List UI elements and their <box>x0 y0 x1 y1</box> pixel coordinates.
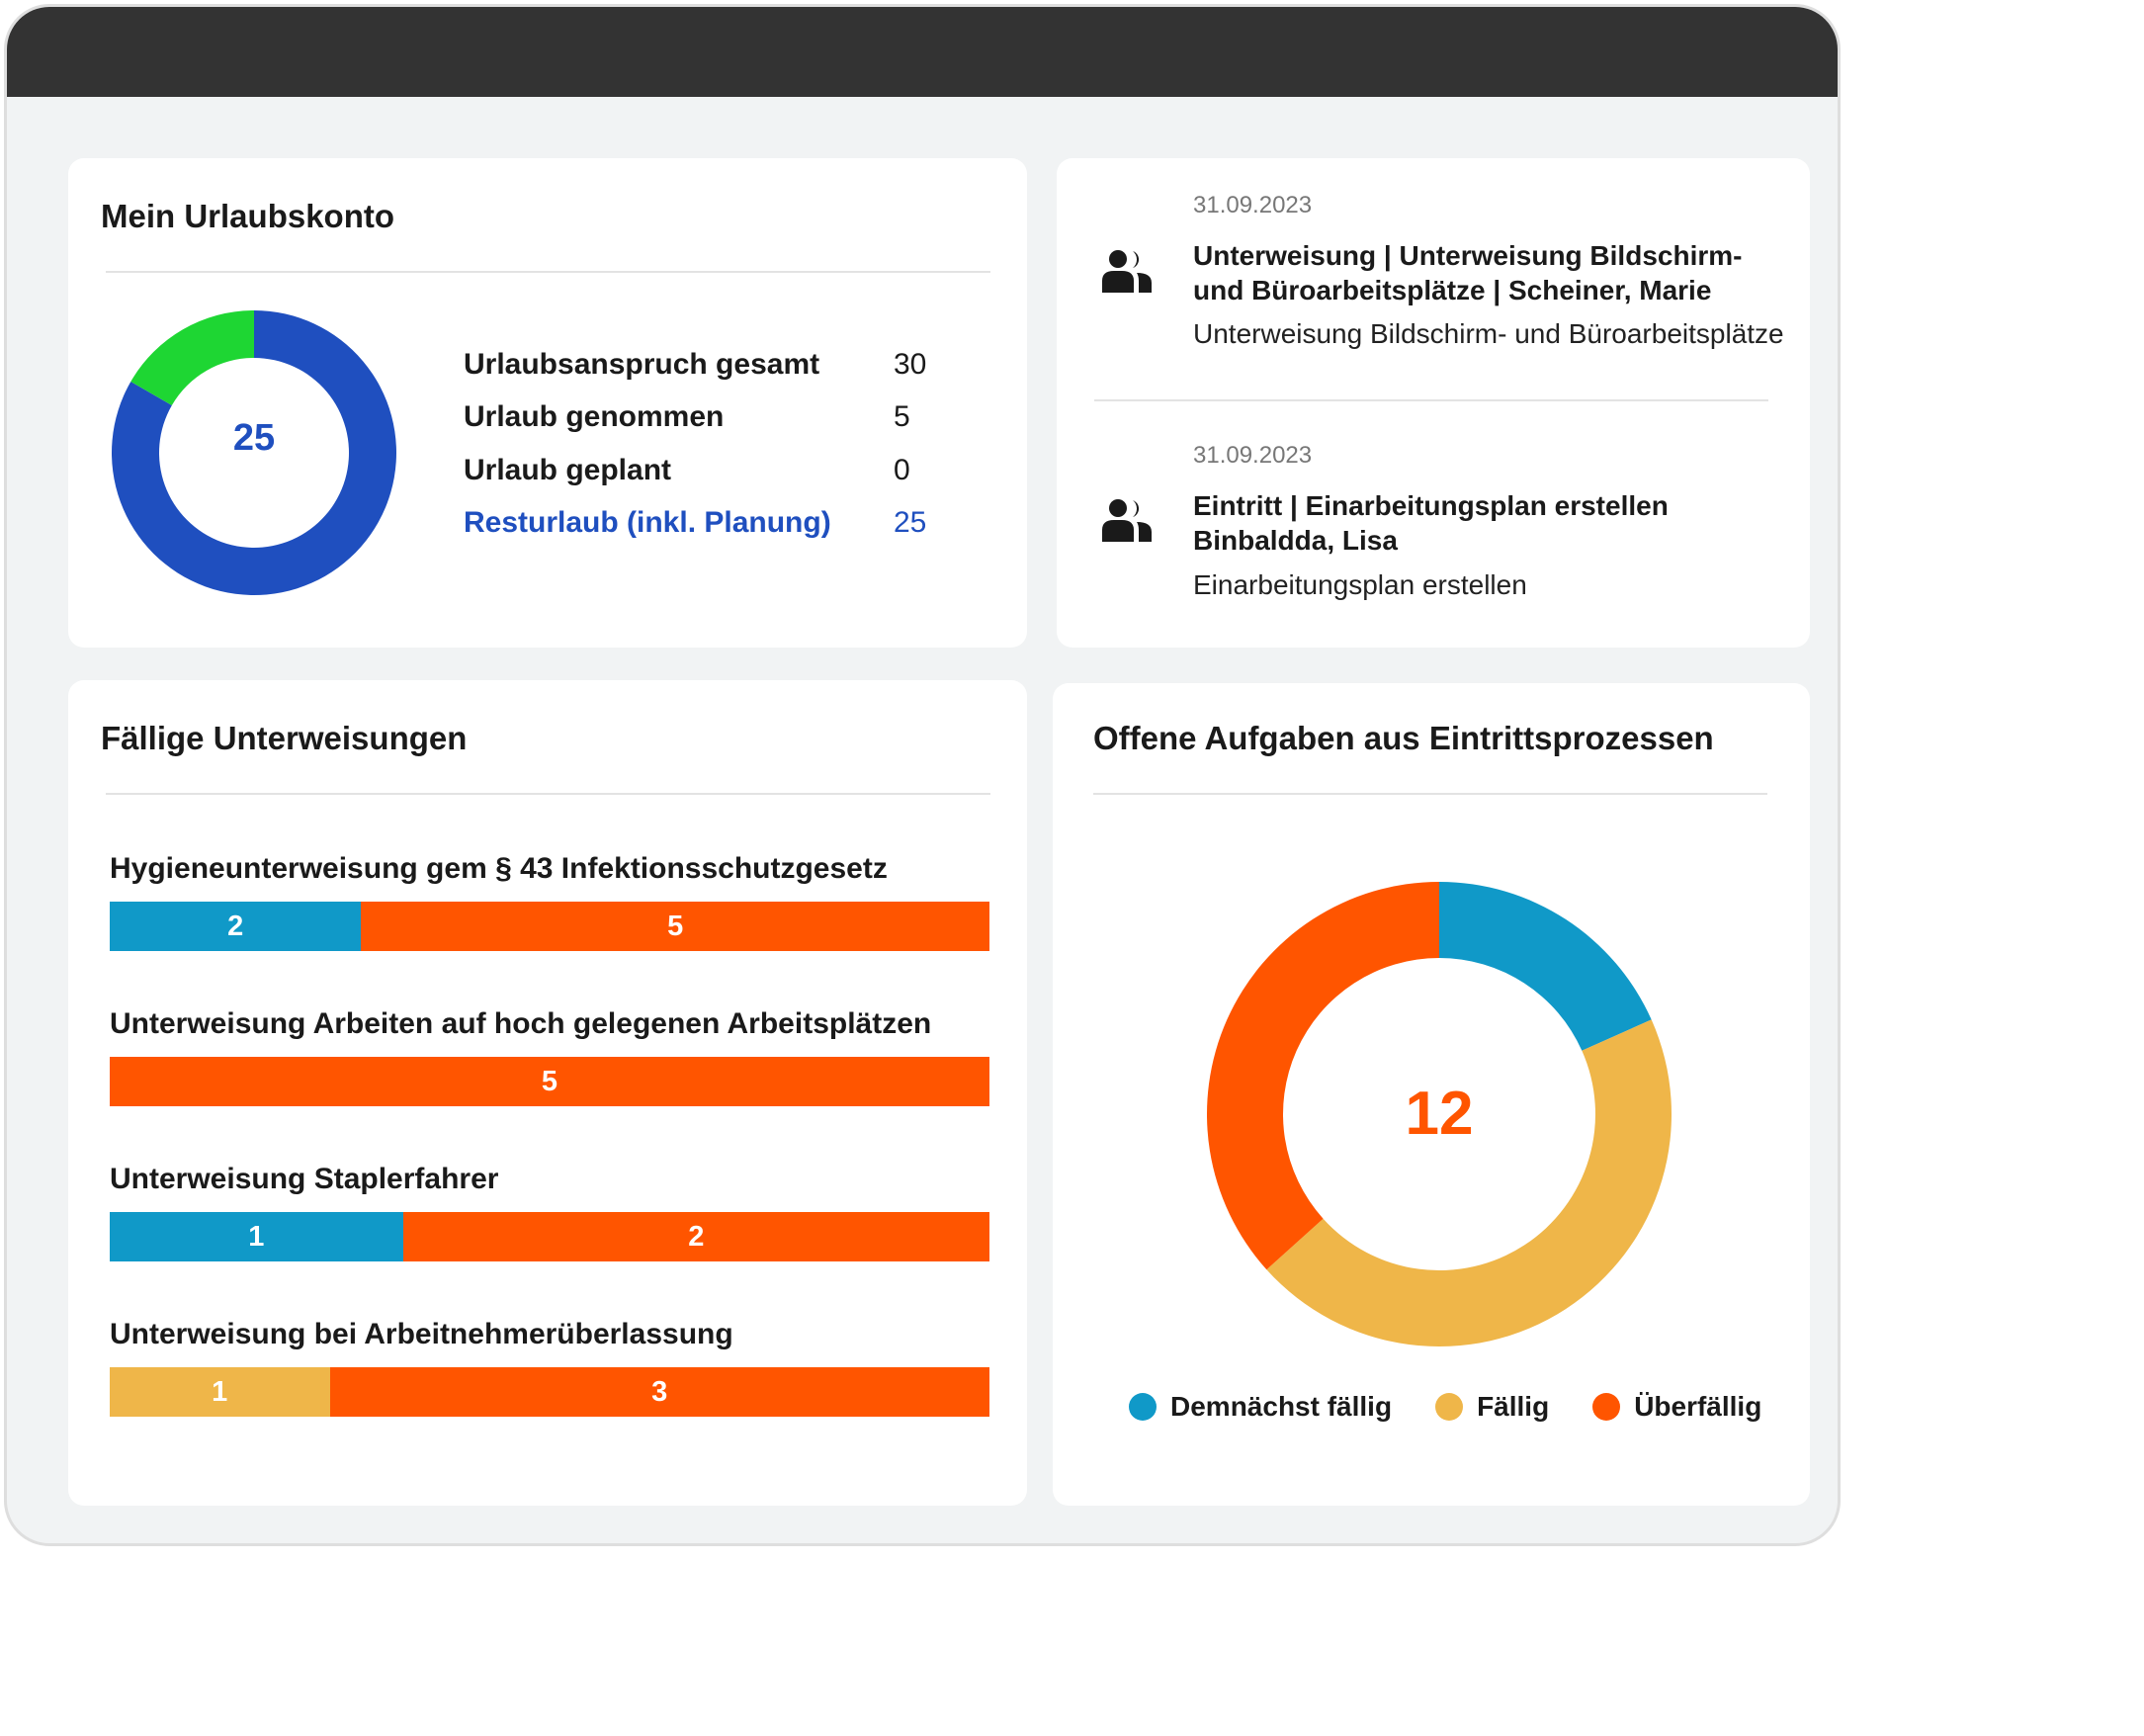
donut-slice-taken[interactable] <box>130 310 254 405</box>
legend-label: Demnächst fällig <box>1170 1391 1393 1422</box>
feed-item-date: 31.09.2023 <box>1193 442 1313 469</box>
donut-slice-soon-due[interactable] <box>1439 882 1652 1051</box>
trainings-card: Fällige Unterweisungen Hygieneunterweisu… <box>68 680 1027 1506</box>
tasks-card-divider <box>1093 793 1767 795</box>
vacation-donut-chart <box>111 310 396 595</box>
app-frame: Mein Urlaubskonto 25 Urlaubsanspruch ges… <box>4 4 1841 1546</box>
tasks-card-title: Offene Aufgaben aus Eintrittsprozessen <box>1093 720 1714 756</box>
bar-segment-overdue[interactable]: 2 <box>402 1212 989 1261</box>
stat-label-taken: Urlaub genommen <box>464 400 725 433</box>
feed-item-date: 31.09.2023 <box>1193 192 1313 218</box>
training-label: Unterweisung Staplerfahrer <box>110 1163 499 1195</box>
training-bar[interactable]: 5 <box>110 1057 989 1106</box>
bar-segment-overdue[interactable]: 5 <box>361 902 989 951</box>
donut-slice-remaining[interactable] <box>111 310 396 595</box>
stat-label-remaining[interactable]: Resturlaub (inkl. Planung) <box>464 506 831 539</box>
bar-segment-overdue[interactable]: 5 <box>110 1057 989 1106</box>
legend-dot <box>1592 1393 1621 1421</box>
people-icon <box>1102 499 1152 542</box>
feed-item-description: Unterweisung Bildschirm- und Büroarbeits… <box>1193 318 1784 349</box>
stat-value-planned: 0 <box>894 454 910 486</box>
stat-label-total: Urlaubsanspruch gesamt <box>464 348 820 381</box>
donut-slice-overdue[interactable] <box>1207 882 1439 1270</box>
feed-item-title: Eintritt | Einarbeitungsplan erstellen B… <box>1193 490 1669 556</box>
bar-segment-soon-due[interactable]: 1 <box>110 1212 403 1261</box>
vacation-card: Mein Urlaubskonto 25 Urlaubsanspruch ges… <box>68 158 1027 648</box>
donut-slice-due[interactable] <box>1266 1019 1672 1346</box>
feed-divider <box>1094 399 1768 401</box>
training-label: Hygieneunterweisung gem § 43 Infektionss… <box>110 852 888 885</box>
stat-value-total: 30 <box>894 348 927 381</box>
bar-segment-overdue[interactable]: 3 <box>329 1367 989 1417</box>
legend-label: Überfällig <box>1634 1391 1762 1422</box>
tasks-legend: Demnächst fällig Fällig Überfällig <box>1129 1391 1805 1423</box>
tasks-card: Offene Aufgaben aus Eintrittsprozessen 1… <box>1053 683 1810 1506</box>
top-bar <box>7 7 1838 97</box>
bar-segment-soon-due[interactable]: 2 <box>110 902 362 951</box>
training-label: Unterweisung Arbeiten auf hoch gelegenen… <box>110 1007 932 1040</box>
tasks-donut-chart <box>1207 882 1672 1346</box>
legend-label: Fällig <box>1477 1391 1550 1422</box>
legend-item-overdue[interactable]: Überfällig <box>1592 1391 1761 1423</box>
people-icon <box>1102 250 1152 293</box>
legend-dot <box>1435 1393 1464 1421</box>
stat-value-remaining: 25 <box>894 506 927 539</box>
feed-item-title: Unterweisung | Unterweisung Bildschirm- … <box>1193 240 1743 305</box>
vacation-donut-center-value: 25 <box>232 417 276 459</box>
vacation-card-divider <box>106 271 990 273</box>
feed-item-description: Einarbeitungsplan erstellen <box>1193 569 1527 600</box>
activity-feed-card: 31.09.2023 Unterweisung | Unterweisung B… <box>1057 158 1810 648</box>
legend-dot <box>1129 1393 1157 1421</box>
stat-value-taken: 5 <box>894 400 910 433</box>
legend-item-due[interactable]: Fällig <box>1435 1391 1549 1423</box>
trainings-card-divider <box>106 793 990 795</box>
tasks-donut-center-value: 12 <box>1405 1080 1474 1148</box>
stat-label-planned: Urlaub geplant <box>464 454 672 486</box>
bar-segment-due[interactable]: 1 <box>110 1367 330 1417</box>
trainings-card-title: Fällige Unterweisungen <box>101 720 468 756</box>
training-label: Unterweisung bei Arbeitnehmerüberlassung <box>110 1318 733 1350</box>
legend-item-soon-due[interactable]: Demnächst fällig <box>1129 1391 1392 1423</box>
vacation-card-title: Mein Urlaubskonto <box>101 198 395 234</box>
